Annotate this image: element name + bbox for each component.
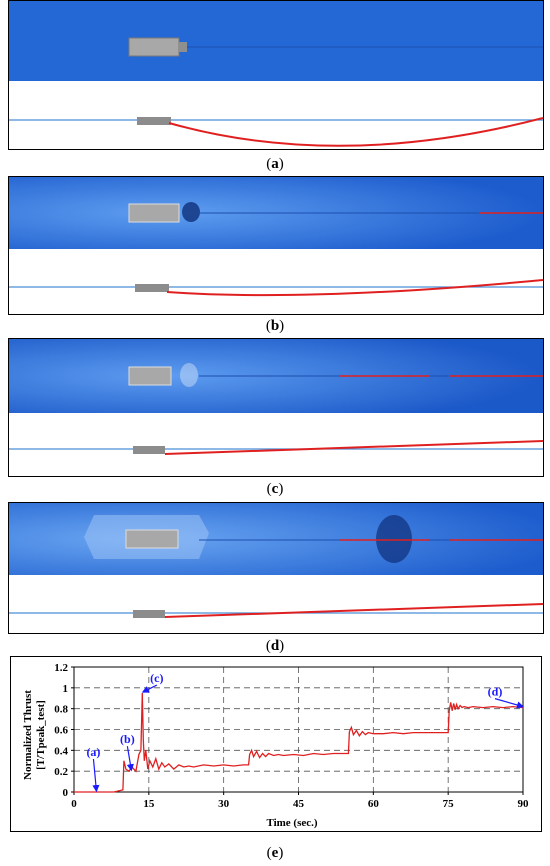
panel-c-vessel-top <box>128 366 172 386</box>
y-tick-label: 0.2 <box>54 766 68 778</box>
panel-a-cable <box>168 117 543 147</box>
panel-a <box>8 0 544 150</box>
chart-ticks: 0 0.2 0.4 0.6 0.8 1 1.2 0 15 30 45 60 75 90 <box>54 662 529 810</box>
y-tick-label: 0.4 <box>54 745 68 757</box>
panel-b <box>8 176 544 315</box>
x-tick-label: 60 <box>368 798 380 810</box>
y-axis-label-line2: [T/Tpeak_test] <box>35 700 47 770</box>
panel-d <box>8 502 544 634</box>
thrust-chart: 0 0.2 0.4 0.6 0.8 1 1.2 0 15 30 45 60 75 90 (a) (b) (c)… <box>22 662 529 829</box>
annotation-label: (b) <box>120 732 135 746</box>
panel-d-cable <box>164 603 543 618</box>
x-tick-label: 15 <box>143 798 155 810</box>
panel-c-figure <box>9 339 543 476</box>
x-tick-label: 0 <box>71 798 77 810</box>
panel-d-vessel-top <box>125 529 179 549</box>
chart-series <box>74 692 524 793</box>
panel-d-figure <box>9 503 543 633</box>
annotation-arrow <box>141 684 158 693</box>
panel-a-vessel-top <box>128 37 180 57</box>
annotation-arrow <box>126 746 134 772</box>
caption-d: (d) <box>265 638 285 654</box>
panel-b-figure <box>9 177 543 314</box>
y-tick-label: 0 <box>63 787 69 799</box>
caption-c: (c) <box>266 481 284 497</box>
y-tick-label: 1.2 <box>54 662 68 674</box>
caption-b: (b) <box>265 318 285 334</box>
x-tick-label: 75 <box>443 798 455 810</box>
panel-b-bow-wave <box>182 202 200 222</box>
annotation-label: (a) <box>86 745 100 759</box>
panel-c <box>8 338 544 477</box>
annotation-arrow <box>494 698 525 709</box>
x-tick-label: 45 <box>293 798 305 810</box>
panel-a-vessel-side <box>137 117 171 125</box>
annotation-label: (d) <box>488 685 503 699</box>
caption-a: (a) <box>266 156 284 172</box>
panel-b-cable <box>166 279 543 297</box>
panel-b-side-view <box>9 249 543 314</box>
panel-a-top-view <box>9 1 543 81</box>
y-tick-label: 0.8 <box>54 704 68 716</box>
panel-a-side-view <box>9 81 543 149</box>
panel-d-bow-shock <box>376 515 412 563</box>
caption-e: (e) <box>266 845 284 861</box>
y-axis-label-line1: Normalized Thrust <box>22 690 34 780</box>
panel-c-vessel-side <box>133 446 165 454</box>
x-axis-label: Time (sec.) <box>266 817 317 829</box>
annotation-label: (c) <box>150 671 163 685</box>
thrust-series-line <box>74 692 524 793</box>
panel-d-vessel-side <box>133 610 165 618</box>
panel-b-vessel-side <box>135 284 169 292</box>
panel-a-vessel-bow <box>179 42 187 52</box>
panel-c-cable <box>164 440 543 455</box>
y-tick-label: 0.6 <box>54 725 68 737</box>
y-tick-label: 1 <box>63 683 69 695</box>
panel-b-vessel-top <box>128 203 180 223</box>
panel-a-figure <box>9 1 543 149</box>
x-tick-label: 30 <box>218 798 230 810</box>
x-tick-label: 90 <box>518 798 530 810</box>
annotation-arrow <box>92 758 100 793</box>
panel-c-bow-wave <box>180 363 198 387</box>
panel-d-side-view <box>9 575 543 633</box>
chart-annotations: (a) (b) (c) (d) <box>86 671 525 793</box>
thrust-chart-panel: 0 0.2 0.4 0.6 0.8 1 1.2 0 15 30 45 60 75 90 (a) (b) (c)… <box>10 656 542 832</box>
